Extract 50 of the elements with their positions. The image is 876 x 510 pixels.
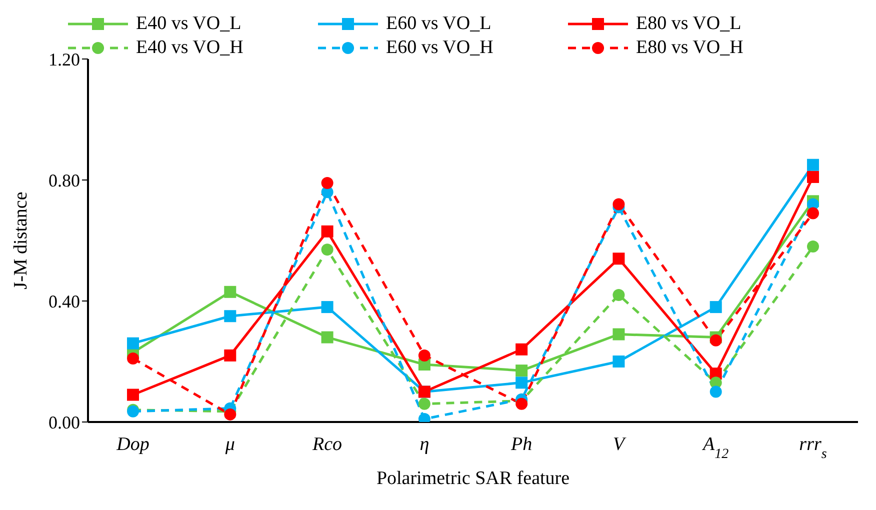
legend-label: E60 vs VO_H [386, 37, 494, 59]
point [224, 310, 236, 322]
point [224, 286, 236, 298]
y-tick-label: 1.20 [48, 49, 80, 70]
y-tick-label: 0.80 [48, 170, 80, 190]
point [710, 301, 722, 314]
point [418, 398, 430, 410]
point [127, 388, 139, 401]
point [127, 352, 139, 364]
x-tick-label: Rco [312, 434, 342, 455]
point [807, 207, 819, 220]
point [612, 252, 625, 265]
point [418, 349, 430, 362]
x-tick-label: μ [224, 434, 235, 455]
point [612, 356, 625, 368]
x-axis-title: Polarimetric SAR feature [376, 468, 570, 489]
x-tick-label: A$_{12}$ [701, 434, 729, 462]
point [807, 158, 819, 171]
legend-label: E40 vs VO_H [136, 37, 244, 59]
y-axis-title: J-M distance [10, 192, 32, 290]
point [807, 170, 819, 183]
x-tick-label: Ph [510, 434, 532, 455]
legend-label: E80 vs VO_H [636, 37, 744, 59]
y-tick-label: 0.00 [48, 412, 80, 432]
point [321, 177, 334, 190]
y-tick-label: 0.40 [48, 291, 80, 312]
x-tick-label: V [612, 434, 627, 455]
point [321, 225, 334, 238]
x-tick-label: η [420, 434, 430, 455]
legend-label: E60 vs VO_L [386, 13, 492, 35]
point [224, 408, 236, 420]
point [224, 349, 236, 362]
x-tick-label: Dop [116, 434, 150, 455]
point [807, 240, 819, 253]
legend-label: E80 vs VO_L [636, 13, 742, 35]
point [710, 334, 722, 346]
point [612, 328, 625, 340]
point [321, 331, 334, 344]
point [516, 398, 528, 410]
point [612, 198, 625, 210]
point [321, 244, 334, 256]
point [516, 364, 528, 377]
x-tick-label: rrr$_{s}$ [799, 434, 828, 462]
point [710, 386, 722, 398]
legend-label: E40 vs VO_L [136, 13, 242, 35]
point [321, 301, 334, 314]
point [127, 337, 139, 350]
point [516, 376, 528, 389]
point [612, 288, 625, 301]
point [516, 343, 528, 356]
